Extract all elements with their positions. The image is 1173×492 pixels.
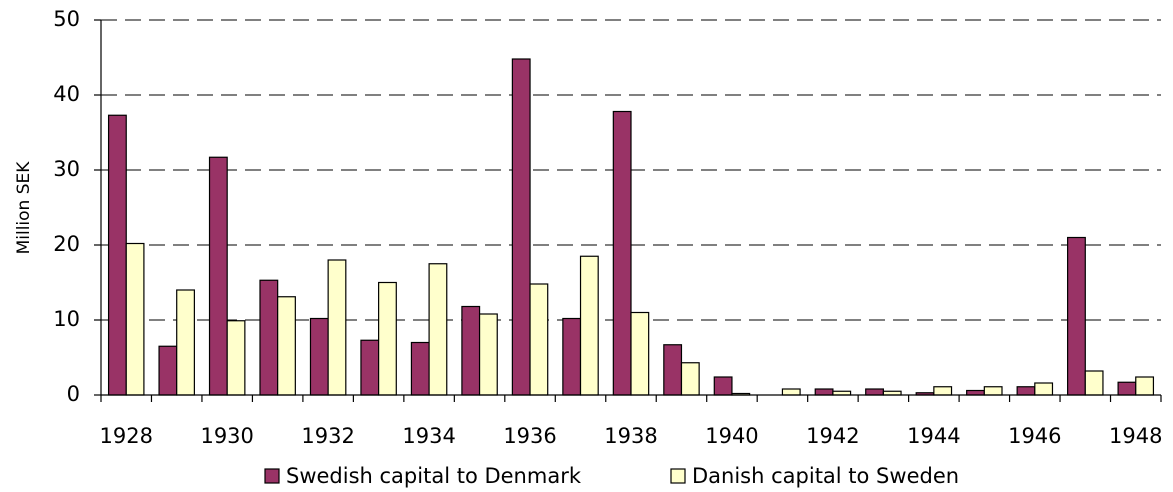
- y-tick-label: 10: [53, 307, 80, 331]
- x-tick-label: 1930: [200, 424, 253, 448]
- bar: [529, 283, 549, 396]
- bar: [1034, 382, 1054, 396]
- bar: [360, 339, 380, 396]
- bar: [1135, 376, 1155, 396]
- legend-label: Swedish capital to Denmark: [286, 464, 582, 488]
- bar: [511, 58, 531, 396]
- bar: [176, 289, 195, 396]
- y-tick-label: 40: [53, 82, 80, 106]
- bar: [259, 279, 279, 396]
- bar: [158, 345, 178, 396]
- bar: [781, 388, 801, 396]
- y-tick-label: 0: [67, 382, 80, 406]
- x-tick-label: 1948: [1109, 424, 1162, 448]
- bar: [814, 388, 834, 396]
- bar: [125, 242, 145, 396]
- bar: [713, 376, 733, 396]
- x-tick-label: 1938: [604, 424, 657, 448]
- legend-swatch: [670, 468, 686, 484]
- bar: [1067, 236, 1086, 396]
- bar: [327, 259, 347, 396]
- bar: [208, 156, 228, 396]
- bar: [966, 389, 985, 396]
- x-tick-label: 1944: [907, 424, 960, 448]
- x-tick-label: 1932: [301, 424, 354, 448]
- bar: [309, 317, 329, 396]
- bar: [663, 344, 683, 396]
- bar: [478, 313, 498, 396]
- bar: [277, 296, 296, 396]
- bar: [461, 305, 481, 396]
- bar: [428, 263, 448, 396]
- bar: [579, 255, 599, 396]
- bar: [1016, 386, 1036, 396]
- x-tick-label: 1928: [100, 424, 153, 448]
- bar: [933, 386, 953, 396]
- bar: [680, 362, 700, 396]
- bar: [630, 311, 650, 396]
- legend-swatch: [264, 468, 280, 484]
- bar: [378, 281, 397, 396]
- x-tick-label: 1942: [806, 424, 859, 448]
- bar: [562, 317, 582, 396]
- bar: [410, 341, 430, 396]
- x-tick-label: 1934: [402, 424, 455, 448]
- y-tick-label: 50: [53, 7, 80, 31]
- bar: [1117, 381, 1137, 396]
- legend-label: Danish capital to Sweden: [692, 464, 959, 488]
- bar: [983, 386, 1003, 396]
- x-tick-label: 1946: [1008, 424, 1061, 448]
- y-tick-label: 30: [53, 157, 80, 181]
- bar: [1084, 370, 1104, 396]
- bar: [226, 320, 246, 396]
- x-tick-label: 1936: [503, 424, 556, 448]
- bar: [612, 110, 632, 396]
- y-axis-label: Million SEK: [14, 161, 34, 255]
- y-tick-label: 20: [53, 232, 80, 256]
- bar: [107, 114, 127, 396]
- x-tick-label: 1940: [705, 424, 758, 448]
- bar: [865, 388, 884, 396]
